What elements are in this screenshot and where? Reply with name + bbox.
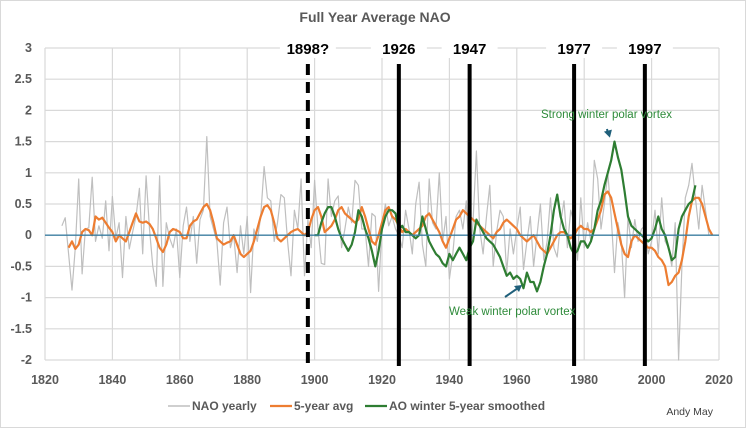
y-tick-label: -0.5 — [10, 259, 32, 273]
x-tick-label: 1980 — [570, 373, 598, 387]
series-line-nao-yearly — [61, 136, 710, 361]
event-marker-label: 1898? — [287, 41, 330, 58]
credit-text: Andy May — [666, 406, 713, 418]
y-axis-ticks: 3 2.5 2 1.5 1 0.5 0 -0.5 -1 -1.5 -2 — [10, 41, 32, 367]
y-tick-label: -1.5 — [10, 322, 32, 336]
series-line-ao-winter-5-year-smoothed — [314, 140, 697, 293]
x-tick-label: 1960 — [503, 373, 531, 387]
y-tick-label: 1.5 — [15, 135, 32, 149]
legend-label: AO winter 5-year smoothed — [389, 399, 545, 413]
event-label-bg — [370, 38, 427, 58]
legend-label: 5-year avg — [294, 399, 353, 413]
event-label-bg — [441, 38, 498, 58]
chart-title: Full Year Average NAO — [299, 9, 450, 25]
x-tick-label: 1920 — [368, 373, 396, 387]
event-marker-label: 1947 — [453, 41, 486, 58]
arrowhead-icon — [603, 129, 612, 138]
event-label-bg — [279, 38, 336, 58]
grid-lines — [44, 47, 720, 361]
y-tick-label: 2.5 — [15, 72, 32, 86]
x-tick-label: 1820 — [31, 373, 59, 387]
x-tick-label: 2020 — [705, 373, 733, 387]
arrowhead-icon — [514, 285, 522, 292]
series-line-5-year-avg — [67, 190, 714, 287]
x-tick-label: 1940 — [435, 373, 463, 387]
event-marker-label: 1926 — [382, 41, 415, 58]
arrow-weak-vortex — [504, 287, 519, 298]
annotations: Strong winter polar vortex Weak winter po… — [449, 109, 672, 318]
event-markers: 1898? 1926 1947 1977 1997 — [279, 38, 673, 366]
y-tick-label: -2 — [21, 353, 32, 367]
y-tick-label: 0.5 — [15, 197, 32, 211]
event-label-bg — [546, 38, 603, 58]
event-marker-label: 1997 — [628, 41, 661, 58]
x-tick-label: 1840 — [98, 373, 126, 387]
legend-label: NAO yearly — [192, 399, 257, 413]
x-axis-ticks: 1820 1840 1860 1880 1900 1920 1940 1960 1980 2000… — [31, 373, 733, 387]
y-tick-label: 2 — [25, 103, 32, 117]
legend: NAO yearly 5-year avg AO winter 5-year smo… — [168, 399, 545, 413]
x-tick-label: 1900 — [301, 373, 329, 387]
x-tick-label: 1860 — [166, 373, 194, 387]
series-lines — [45, 136, 719, 361]
x-tick-label: 1880 — [233, 373, 261, 387]
annotation-strong-vortex: Strong winter polar vortex — [541, 109, 672, 121]
annotation-weak-vortex: Weak winter polar vortex — [449, 306, 576, 318]
y-tick-label: 0 — [25, 228, 32, 242]
y-tick-label: 3 — [25, 41, 32, 55]
x-tick-label: 2000 — [638, 373, 666, 387]
event-label-bg — [616, 38, 673, 58]
y-tick-label: -1 — [21, 291, 32, 305]
event-marker-label: 1977 — [557, 41, 590, 58]
y-tick-label: 1 — [25, 166, 32, 180]
